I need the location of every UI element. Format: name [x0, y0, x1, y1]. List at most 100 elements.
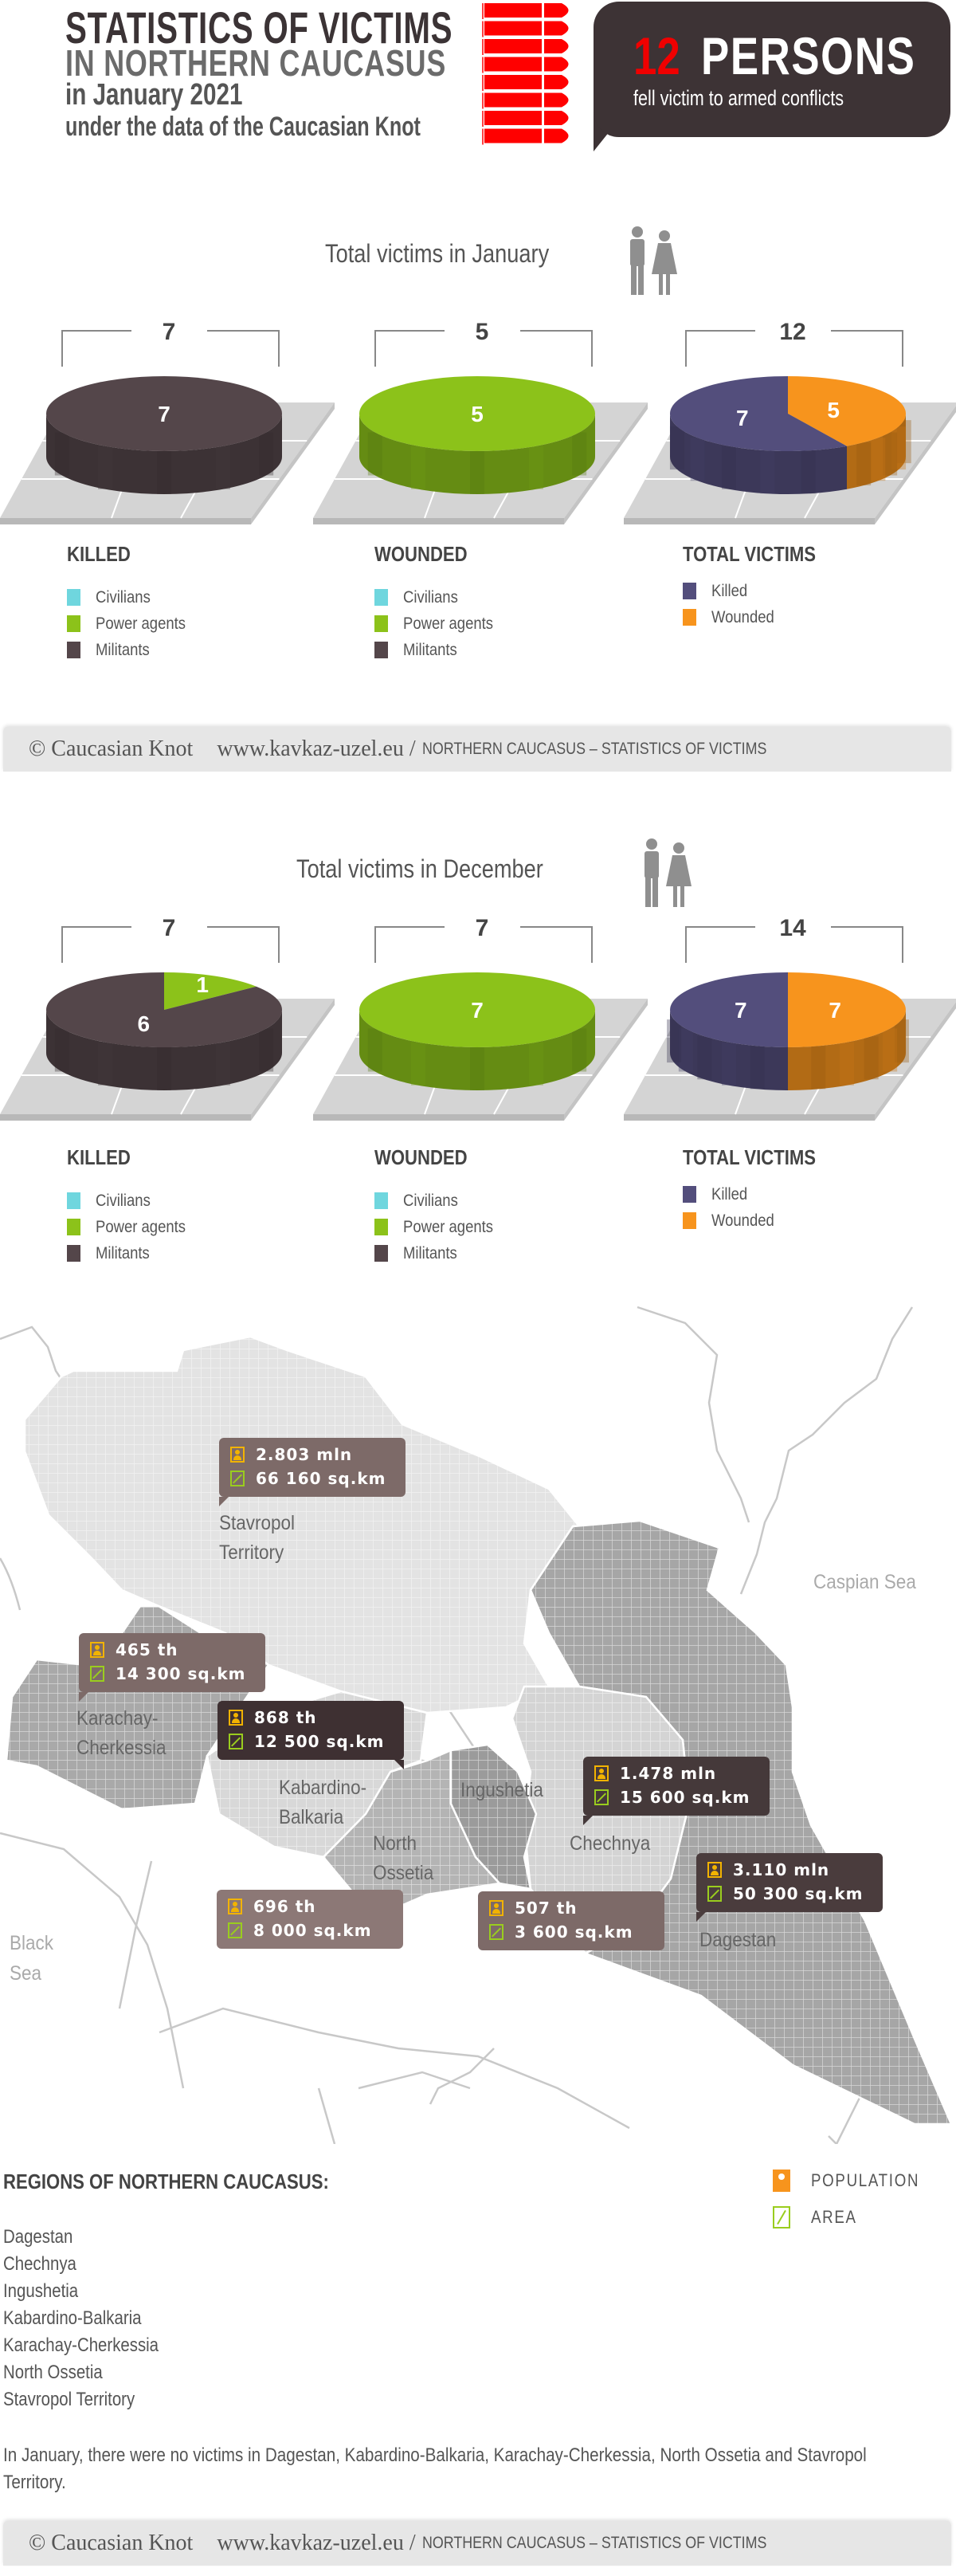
pie-chart-total-january: 12 5 7 — [624, 319, 956, 524]
region-label: Cherkessia — [76, 1737, 167, 1759]
pie-slice — [46, 972, 282, 1047]
legend-population-label: POPULATION — [811, 2170, 920, 2190]
border-line — [159, 2007, 630, 2130]
legend-population: POPULATION — [773, 2170, 938, 2192]
footer-url[interactable]: www.kavkaz-uzel.eu / — [217, 736, 416, 761]
legend-item: Civilians — [67, 1188, 198, 1214]
area-icon — [489, 1924, 503, 1940]
legend-swatch — [374, 615, 388, 632]
title-line-2: IN NORTHERN CAUCASUS — [65, 42, 447, 84]
legend-area-label: AREA — [811, 2207, 857, 2227]
area-icon — [228, 1922, 242, 1938]
legend-item: Killed — [683, 578, 839, 604]
pie-chart-killed-january: 77 — [0, 319, 335, 524]
legend-title: TOTAL VICTIMS — [683, 1145, 816, 1169]
legend-label: Militants — [96, 641, 150, 659]
region-item: Dagestan — [3, 2226, 73, 2248]
legend-swatch — [374, 1219, 388, 1235]
footer-url[interactable]: www.kavkaz-uzel.eu / — [217, 2531, 416, 2555]
region-label: Ossetia — [373, 1862, 434, 1884]
population-value: 2.803 mln — [256, 1445, 353, 1464]
legend-swatch — [67, 1245, 80, 1262]
population-value: 868 th — [254, 1708, 317, 1727]
area-value: 12 500 sq.km — [254, 1732, 385, 1751]
pie-data-label: 5 — [827, 398, 840, 422]
legend-swatch — [374, 1192, 388, 1209]
legend-label: Power agents — [96, 615, 186, 633]
legend-label: Civilians — [403, 588, 458, 607]
kabardino-label: Kabardino- Balkaria — [279, 1773, 366, 1832]
legend-total-january: TOTAL VICTIMS Killed Wounded — [683, 542, 839, 630]
legend-label: Civilians — [96, 1192, 151, 1210]
legend-wounded-december: WOUNDED Civilians Power agents Militants — [374, 1145, 505, 1266]
legend-swatch — [67, 1192, 80, 1209]
border-line — [828, 2095, 862, 2144]
population-value: 1.478 mln — [620, 1764, 717, 1783]
legend-swatch — [67, 589, 80, 606]
legend-swatch — [683, 1186, 696, 1203]
population-icon — [229, 1710, 243, 1726]
population-icon — [707, 1862, 722, 1878]
legend-label: Wounded — [711, 608, 774, 626]
bracket — [685, 330, 903, 367]
legend-title: KILLED — [67, 1145, 131, 1169]
pie-slice — [788, 376, 906, 446]
area-icon — [707, 1886, 722, 1902]
area-icon — [230, 1471, 245, 1486]
victims-word: PERSONS — [701, 26, 916, 85]
population-icon — [489, 1900, 503, 1916]
legend-wounded-january: WOUNDED Civilians Power agents Militants — [374, 542, 505, 663]
pie-chart-wounded-december: 77 — [313, 915, 648, 1121]
population-value: 3.110 mln — [733, 1860, 830, 1879]
pie-slice-side — [46, 1010, 282, 1090]
bracket — [61, 330, 280, 367]
legend-item: Power agents — [374, 1214, 505, 1240]
region-item: Stavropol Territory — [3, 2389, 135, 2410]
regions-heading: REGIONS OF NORTHERN CAUCASUS: — [3, 2170, 329, 2193]
pie-total-label: 7 — [163, 319, 176, 345]
pie-chart-killed-december: 7 1 6 — [0, 915, 335, 1121]
pie-slice-side — [670, 1010, 788, 1090]
man-woman-icon — [645, 838, 692, 907]
victims-subtitle: fell victim to armed conflicts — [633, 86, 844, 110]
pie-data-label: 1 — [196, 972, 209, 997]
pie-slice — [359, 972, 595, 1047]
bracket — [685, 926, 903, 963]
bracket — [374, 926, 593, 963]
legend-label: Power agents — [96, 1218, 186, 1236]
region-label: Stavropol — [219, 1512, 296, 1534]
region-north-ossetia — [322, 1749, 502, 1912]
pie-slice — [46, 376, 282, 451]
legend-killed-january: KILLED Civilians Power agents Militants — [67, 542, 198, 663]
pie-data-label: 7 — [158, 402, 170, 426]
chechnya-label: Chechnya — [570, 1832, 651, 1855]
population-value: 507 th — [515, 1899, 578, 1918]
man-woman-icon — [630, 226, 677, 295]
border-line — [637, 1306, 750, 1523]
legend-title: TOTAL VICTIMS — [683, 542, 816, 566]
legend-label: Killed — [711, 582, 748, 600]
pie-data-label: 7 — [471, 998, 484, 1023]
stavropol-info-box: 2.803 mln 66 160 sq.km — [219, 1438, 406, 1506]
region-item: Kabardino-Balkaria — [3, 2307, 142, 2329]
area-value: 3 600 sq.km — [515, 1922, 633, 1942]
footer-caption: NORTHERN CAUCASUS – STATISTICS OF VICTIM… — [421, 2534, 767, 2552]
legend-swatch — [67, 615, 80, 632]
pie-total-label: 7 — [476, 915, 489, 941]
border-line — [317, 2087, 336, 2144]
region-item: North Ossetia — [3, 2362, 103, 2383]
region-stavropol — [23, 1335, 581, 1714]
karachay-info-box: 465 th 14 300 sq.km — [79, 1633, 265, 1702]
legend-item: Power agents — [67, 1214, 198, 1240]
stavropol-label: Stavropol Territory — [219, 1509, 295, 1568]
area-value: 8 000 sq.km — [253, 1921, 372, 1940]
pie-chart-wounded-january: 55 — [313, 319, 648, 524]
pie-total-label: 12 — [779, 319, 805, 345]
population-icon — [773, 2170, 790, 2192]
region-label: Territory — [219, 1541, 284, 1564]
pie-slice — [164, 972, 257, 1010]
legend-item: Militants — [374, 1240, 505, 1266]
footer-caption: NORTHERN CAUCASUS – STATISTICS OF VICTIM… — [421, 740, 767, 758]
legend-item: Militants — [67, 637, 198, 663]
legend-swatch — [374, 1245, 388, 1262]
